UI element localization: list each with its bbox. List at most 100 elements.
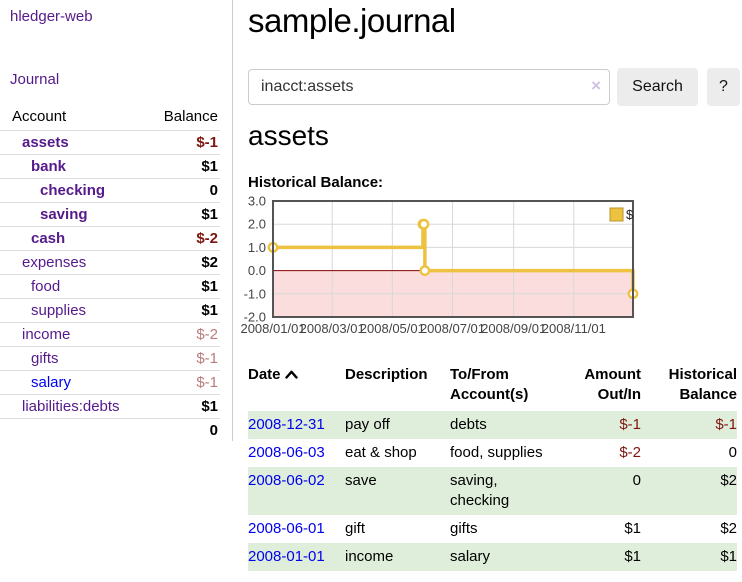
search-input[interactable] [248,69,610,105]
account-balance: $1 [140,202,220,227]
transaction-accounts: food, supplies [450,444,543,461]
page-title: sample.journal [248,2,456,39]
account-row: expenses $2 [0,250,220,275]
account-row: bank $1 [0,154,220,179]
sidebar-account-saving[interactable]: saving [40,206,88,223]
transaction-description: income [345,543,450,571]
svg-text:2008/03/01: 2008/03/01 [300,321,365,336]
account-balance: $1 [140,394,220,419]
search-box: × [248,69,610,105]
app-title-link[interactable]: hledger-web [10,8,93,25]
register-header-date[interactable]: Date [248,363,345,411]
account-row: liabilities:debts $1 [0,394,220,419]
transaction-description: eat & shop [345,444,417,461]
account-balance: $-2 [140,322,220,347]
clear-search-icon[interactable]: × [591,76,601,95]
transaction-accounts: gifts [450,520,478,537]
register-header-description: Description [345,366,428,383]
svg-text:2008/11/01: 2008/11/01 [542,321,606,336]
transaction-amount: $1 [560,543,641,571]
transaction-date-link[interactable]: 2008-06-01 [248,520,325,537]
sidebar: hledger-web Journal Account Balance asse… [0,0,233,443]
transaction-balance: $1 [641,543,737,571]
accounts-table: Account Balance assets $-1 bank $1 checking 0… [0,104,220,443]
account-balance: $-1 [140,370,220,395]
transaction-date-link[interactable]: 2008-01-01 [248,548,325,565]
transaction-accounts: saving, checking [450,467,560,515]
accounts-total-row: 0 [0,418,220,443]
transaction-amount: $-2 [619,444,641,461]
account-heading: assets [248,120,329,151]
svg-text:3.0: 3.0 [248,194,266,209]
accounts-total-value: 0 [140,418,220,443]
historical-balance-label: Historical Balance: [248,174,384,191]
svg-text:2.0: 2.0 [248,217,266,232]
accounts-table-body: assets $-1 bank $1 checking 0 saving $1 cash $-2 e… [0,130,220,419]
transaction-description: pay off [345,411,450,439]
historical-balance-chart: $3.0 2.0 1.0 0.0 -1.0 -2.0 2008/01/01 2008/03/0… [240,194,643,341]
accounts-header-balance: Balance [140,104,220,131]
sidebar-account-liabilities-debts[interactable]: liabilities:debts [22,398,120,415]
account-row: supplies $1 [0,298,220,323]
account-row: food $1 [0,274,220,299]
accounts-header-account: Account [0,104,141,131]
sidebar-account-checking[interactable]: checking [40,182,106,199]
register-row: 2008-06-01 gift gifts $1 $2 [248,515,737,543]
register-row: 2008-12-31 pay off debts $-1 $-1 [248,411,737,439]
register-header-amount: Amount Out/In [584,366,641,403]
sidebar-account-gifts[interactable]: gifts [31,350,59,367]
search-form: × Search ? [248,68,740,106]
accounts-table-header-row: Account Balance [0,104,220,131]
register-header-row: Date Description To/From Account(s) Amou… [248,363,737,411]
transaction-amount: $1 [624,520,641,537]
transaction-balance: $2 [641,467,737,515]
account-balance: $1 [140,274,220,299]
search-button[interactable]: Search [617,68,698,106]
account-row: salary $-1 [0,370,220,395]
account-row: gifts $-1 [0,346,220,371]
register-row: 2008-01-01 income salary $1 $1 [248,543,737,571]
svg-text:-2.0: -2.0 [244,310,266,325]
transaction-date-link[interactable]: 2008-06-02 [248,472,325,489]
account-balance: $-1 [140,346,220,371]
account-balance: $-2 [140,226,220,251]
account-balance: 0 [140,178,220,203]
transaction-balance: $-1 [641,411,737,439]
sidebar-item-journal[interactable]: Journal [10,71,60,88]
account-row: checking 0 [0,178,220,203]
register-header-accounts: To/From Account(s) [450,366,529,403]
svg-text:-1.0: -1.0 [244,286,266,301]
account-balance: $-1 [140,130,220,155]
sidebar-account-bank[interactable]: bank [31,158,67,175]
sidebar-account-food[interactable]: food [31,278,61,295]
sidebar-account-expenses[interactable]: expenses [22,254,87,271]
account-row: income $-2 [0,322,220,347]
transaction-balance: 0 [728,444,737,461]
account-balance: $1 [140,298,220,323]
sidebar-account-salary[interactable]: salary [31,374,72,391]
sidebar-account-assets[interactable]: assets [22,134,69,151]
accounts-total-spacer [0,418,141,443]
svg-text:2008/01/01: 2008/01/01 [240,321,305,336]
transaction-date-link[interactable]: 2008-06-03 [248,444,325,461]
date-header-label: Date [248,366,281,383]
account-balance: $1 [140,154,220,179]
transaction-description: save [345,467,450,515]
svg-text:1.0: 1.0 [248,240,266,255]
sidebar-account-supplies[interactable]: supplies [31,302,87,319]
account-row: assets $-1 [0,130,220,155]
account-row: saving $1 [0,202,220,227]
svg-text:2008/05/01: 2008/05/01 [360,321,425,336]
register-row: 2008-06-02 save saving, checking 0 $2 [248,467,737,515]
register-row: 2008-06-03 eat & shop food, supplies $-2 0 [248,439,737,467]
transaction-amount: $-1 [560,411,641,439]
chart-canvas: $3.0 2.0 1.0 0.0 -1.0 -2.02008/01/012008/03/0… [240,194,639,336]
sidebar-account-income[interactable]: income [22,326,71,343]
transaction-amount: 0 [560,467,641,515]
transaction-date-link[interactable]: 2008-12-31 [248,416,325,433]
sidebar-account-cash[interactable]: cash [31,230,66,247]
svg-text:0.0: 0.0 [248,263,266,278]
transaction-description: gift [345,520,366,537]
sort-caret-up-icon [284,365,298,385]
help-button[interactable]: ? [707,68,740,106]
